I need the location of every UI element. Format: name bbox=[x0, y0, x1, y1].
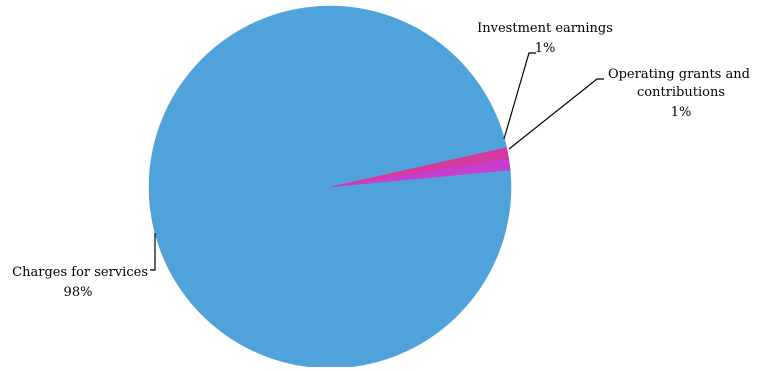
value-operating-grants: 1% bbox=[671, 105, 692, 120]
leader-line-investment-earnings bbox=[504, 53, 536, 139]
value-investment-earnings: 1% bbox=[535, 41, 556, 56]
label-operating-grants: Operating grants and contributions bbox=[608, 67, 754, 100]
label-charges-for-services: Charges for services bbox=[12, 265, 148, 280]
slice-charges-for-services bbox=[149, 6, 511, 367]
label-investment-earnings: Investment earnings bbox=[477, 21, 613, 36]
label-operating-grants-line-2: contributions bbox=[637, 85, 725, 100]
pie-slices bbox=[149, 6, 511, 367]
label-operating-grants-line-1: Operating grants and bbox=[608, 67, 750, 82]
leader-line-charges-for-services bbox=[150, 233, 155, 270]
value-charges-for-services: 98% bbox=[64, 285, 93, 300]
leader-line-operating-grants bbox=[509, 79, 604, 149]
